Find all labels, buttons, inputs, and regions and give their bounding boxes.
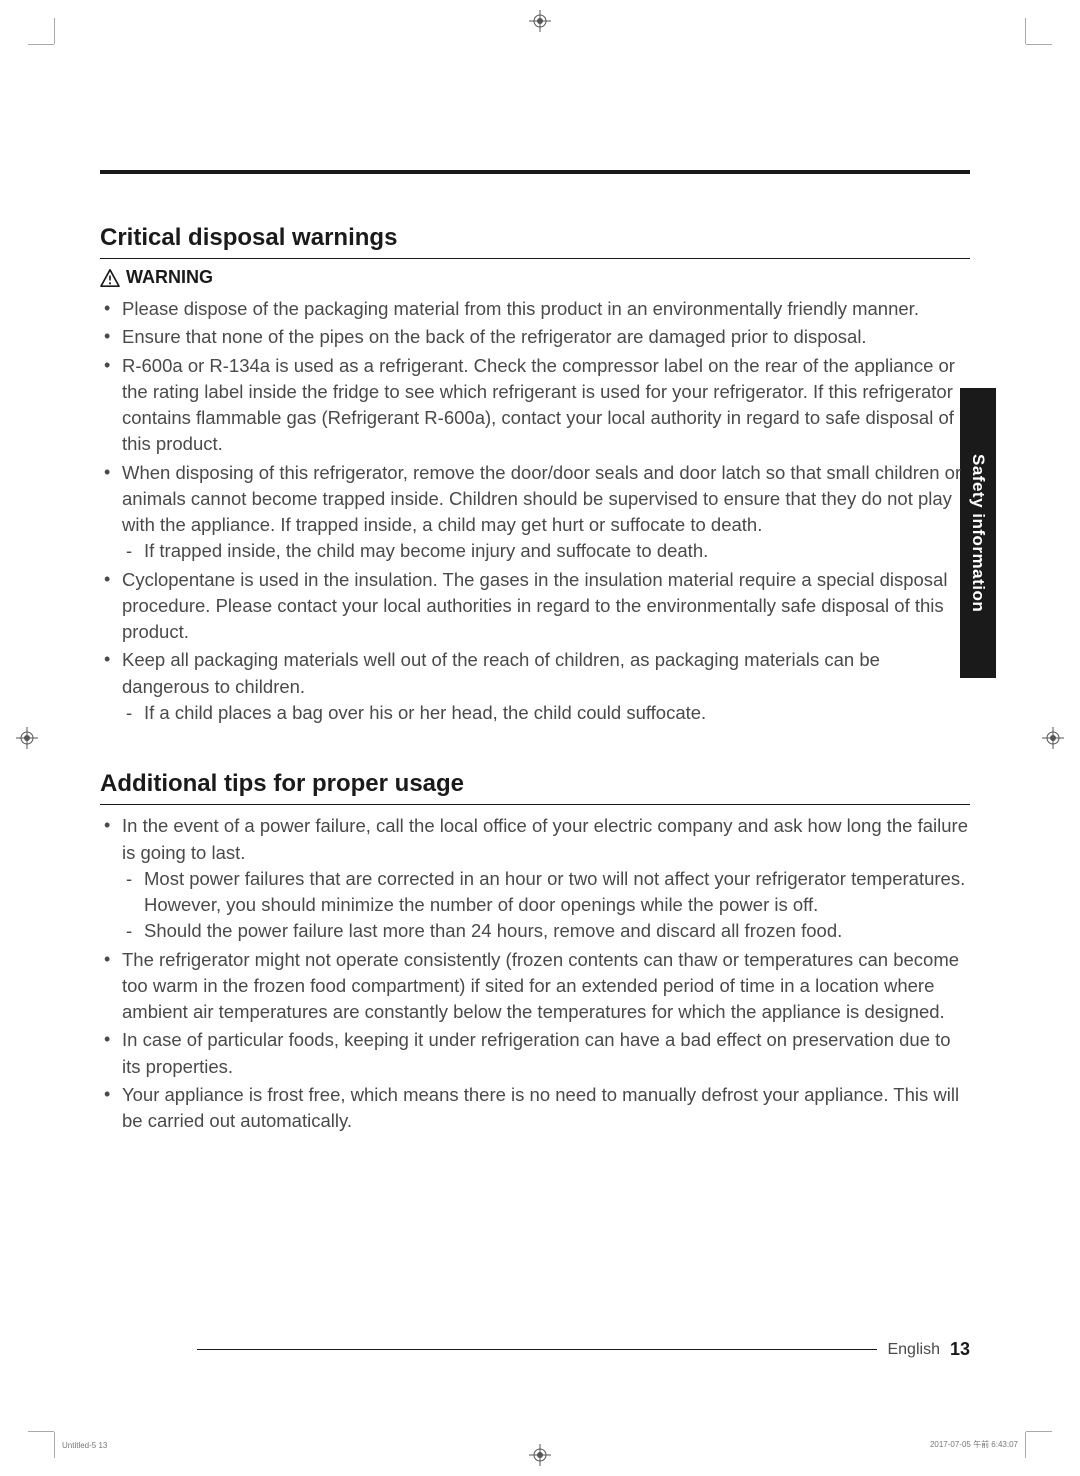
sub-list-item: If trapped inside, the child may become … <box>144 538 970 564</box>
crop-mark <box>54 1432 55 1458</box>
sub-list-item: Should the power failure last more than … <box>144 918 970 944</box>
print-meta-left: Untitled-5 13 <box>62 1441 107 1450</box>
crop-mark <box>28 1431 54 1432</box>
warning-label: WARNING <box>126 267 213 288</box>
disposal-list: Please dispose of the packaging material… <box>100 296 970 726</box>
list-item-text: When disposing of this refrigerator, rem… <box>122 462 961 536</box>
list-item: In case of particular foods, keeping it … <box>122 1027 970 1080</box>
list-item: R-600a or R-134a is used as a refrigeran… <box>122 353 970 458</box>
list-item: Cyclopentane is used in the insulation. … <box>122 567 970 646</box>
list-item-text: In the event of a power failure, call th… <box>122 815 968 862</box>
page-footer: English 13 <box>197 1339 970 1360</box>
list-item: The refrigerator might not operate consi… <box>122 947 970 1026</box>
heading-tips: Additional tips for proper usage <box>100 770 970 805</box>
footer-language: English <box>887 1341 939 1359</box>
sub-list-item: Most power failures that are corrected i… <box>144 866 970 919</box>
crop-mark <box>1025 1432 1026 1458</box>
list-item: Keep all packaging materials well out of… <box>122 647 970 726</box>
sub-list-item: If a child places a bag over his or her … <box>144 700 970 726</box>
footer-rule <box>197 1349 877 1351</box>
list-item: When disposing of this refrigerator, rem… <box>122 460 970 565</box>
crop-mark <box>1026 1431 1052 1432</box>
heading-disposal: Critical disposal warnings <box>100 224 970 259</box>
list-item: Ensure that none of the pipes on the bac… <box>122 324 970 350</box>
registration-mark-icon <box>529 1444 551 1466</box>
tips-list: In the event of a power failure, call th… <box>100 813 970 1134</box>
print-meta-right: 2017-07-05 午前 6:43:07 <box>930 1439 1018 1450</box>
page-content: Critical disposal warnings WARNING Pleas… <box>0 0 1080 1196</box>
warning-row: WARNING <box>100 267 970 288</box>
list-item-text: Keep all packaging materials well out of… <box>122 649 880 696</box>
list-item: In the event of a power failure, call th… <box>122 813 970 944</box>
top-rule <box>100 170 970 174</box>
footer-page-number: 13 <box>950 1339 970 1360</box>
warning-icon <box>100 269 120 287</box>
list-item: Please dispose of the packaging material… <box>122 296 970 322</box>
list-item: Your appliance is frost free, which mean… <box>122 1082 970 1135</box>
